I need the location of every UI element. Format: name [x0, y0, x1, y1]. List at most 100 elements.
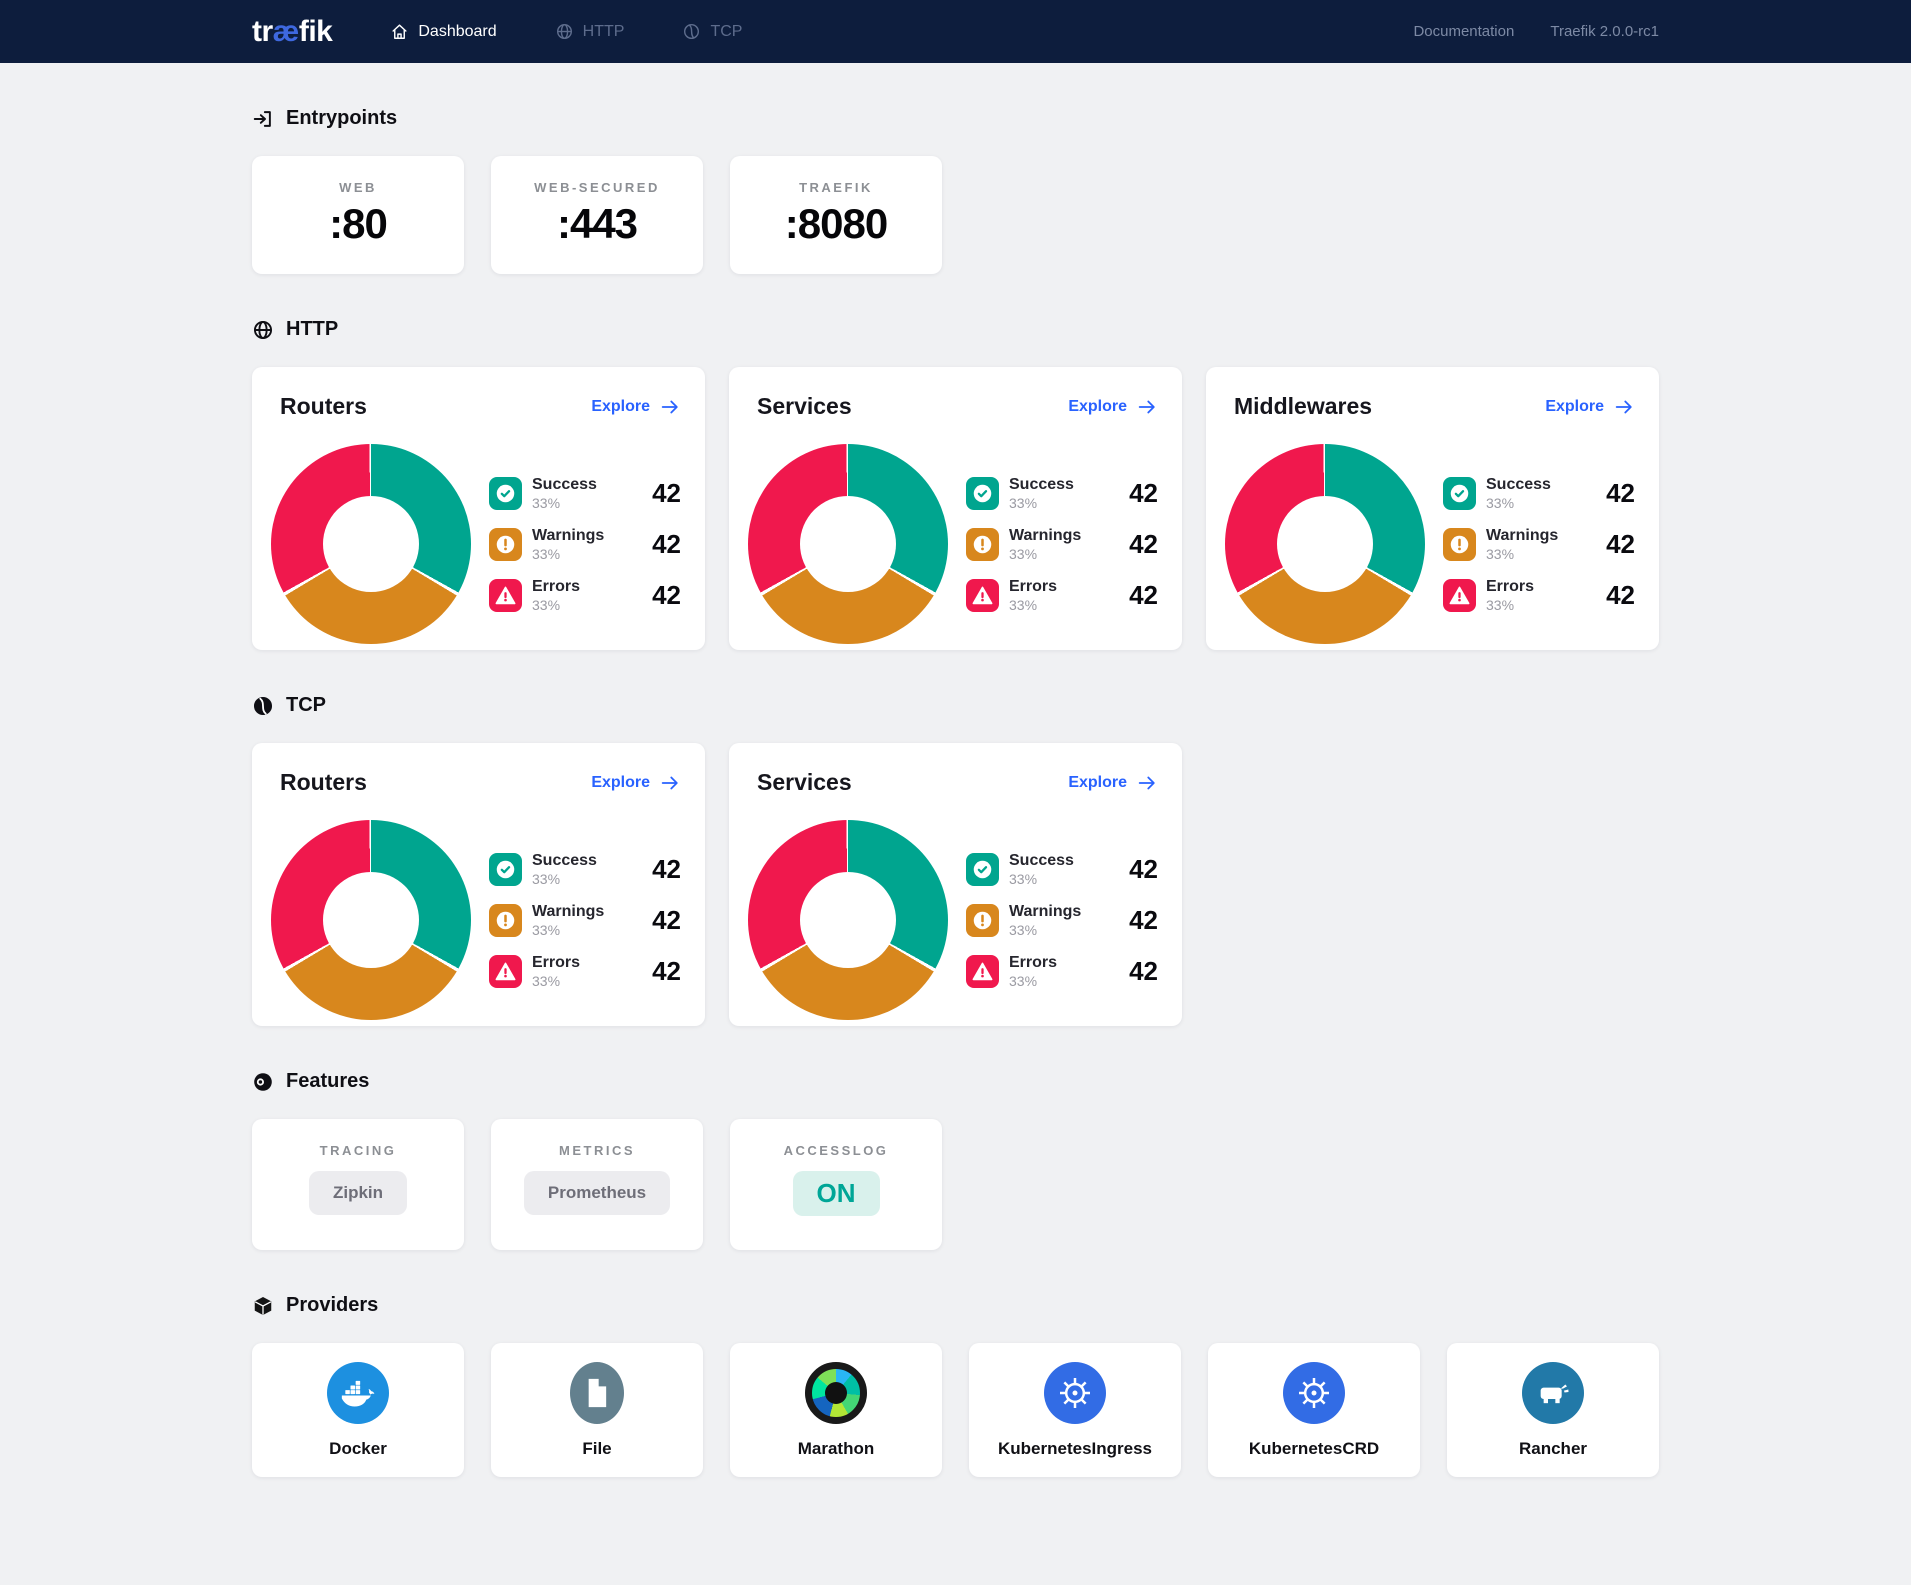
legend-row-warnings: Warnings 33% 42 — [489, 527, 681, 562]
arrow-right-icon — [1138, 776, 1155, 789]
status-donut-chart — [748, 444, 948, 644]
status-donut-chart — [271, 444, 471, 644]
legend-value: 42 — [1606, 528, 1635, 559]
warning-icon — [489, 903, 522, 937]
legend-label: Success — [1009, 851, 1074, 869]
traefik-logo: træfik — [252, 14, 333, 49]
legend-pct: 33% — [532, 494, 561, 511]
section-title: Entrypoints — [286, 107, 398, 129]
legend-value: 42 — [652, 853, 681, 884]
legend-row-errors: Errors 33% 42 — [489, 954, 681, 989]
legend-label: Errors — [532, 953, 581, 971]
legend-label: Errors — [1009, 577, 1058, 595]
tcp-ball-icon — [684, 23, 700, 40]
legend-row-success: Success 33% 42 — [489, 852, 681, 887]
success-icon — [489, 476, 522, 510]
legend-value: 42 — [1606, 477, 1635, 508]
section-features: Features TRACING Zipkin METRICS Promethe… — [252, 1070, 1659, 1250]
error-icon — [489, 578, 522, 612]
home-icon — [392, 24, 407, 39]
logo-text: tr — [252, 14, 273, 48]
legend-value: 42 — [1129, 528, 1158, 559]
docker-icon — [327, 1362, 389, 1424]
explore-link[interactable]: Explore — [1545, 396, 1635, 418]
legend-value: 42 — [652, 955, 681, 986]
features-icon — [254, 1072, 272, 1091]
entrypoint-label: WEB-SECURED — [534, 180, 660, 195]
section-entrypoints: Entrypoints WEB :80 WEB-SECURED :443 TRA… — [252, 107, 1659, 274]
explore-link[interactable]: Explore — [1068, 772, 1158, 794]
nav-item-http[interactable]: HTTP — [555, 22, 625, 41]
provider-card-marathon: Marathon — [730, 1343, 942, 1477]
kubernetes-icon — [1044, 1362, 1106, 1424]
entrypoint-card-web-secured: WEB-SECURED :443 — [491, 156, 703, 274]
legend-row-success: Success 33% 42 — [966, 476, 1158, 511]
globe-icon — [253, 320, 273, 339]
explore-label: Explore — [1068, 397, 1127, 415]
feature-card-accesslog: ACCESSLOG ON — [730, 1119, 942, 1250]
success-icon — [966, 476, 999, 510]
provider-card-docker: Docker — [252, 1343, 464, 1477]
warning-icon — [1443, 527, 1476, 561]
explore-label: Explore — [1068, 773, 1127, 791]
status-donut-chart — [1225, 444, 1425, 644]
explore-link[interactable]: Explore — [591, 396, 681, 418]
legend-pct: 33% — [1009, 545, 1038, 562]
legend-row-success: Success 33% 42 — [489, 476, 681, 511]
feature-label: TRACING — [319, 1143, 397, 1158]
legend-label: Warnings — [1009, 902, 1082, 920]
card-title: Middlewares — [1234, 393, 1373, 419]
error-icon — [1443, 578, 1476, 612]
legend-label: Errors — [532, 577, 581, 595]
provider-card-rancher: Rancher — [1447, 1343, 1659, 1477]
legend-label: Warnings — [532, 526, 605, 544]
provider-card-kubernetes-ingress: KubernetesIngress — [969, 1343, 1181, 1477]
legend-pct: 33% — [532, 921, 561, 938]
legend-row-errors: Errors 33% 42 — [966, 954, 1158, 989]
status-donut-chart — [748, 820, 948, 1020]
warning-icon — [489, 527, 522, 561]
status-donut-chart — [271, 820, 471, 1020]
entrypoint-port: :8080 — [784, 200, 888, 247]
legend-row-warnings: Warnings 33% 42 — [966, 903, 1158, 938]
dashboard-content: Entrypoints WEB :80 WEB-SECURED :443 TRA… — [0, 107, 1659, 1523]
legend-value: 42 — [652, 477, 681, 508]
legend-value: 42 — [1129, 955, 1158, 986]
nav-item-dashboard[interactable]: Dashboard — [390, 22, 497, 41]
section-tcp: TCP Routers Explore Success 33% 42 — [252, 694, 1659, 1026]
provider-card-kubernetes-crd: KubernetesCRD — [1208, 1343, 1420, 1477]
provider-name: Docker — [329, 1439, 387, 1458]
explore-link[interactable]: Explore — [1068, 396, 1158, 418]
section-title: Providers — [286, 1294, 379, 1316]
explore-link[interactable]: Explore — [591, 772, 681, 794]
logo-text-2: fik — [298, 14, 333, 48]
legend-value: 42 — [652, 528, 681, 559]
nav-item-tcp[interactable]: TCP — [682, 22, 742, 41]
card-title: Services — [757, 393, 852, 419]
legend-pct: 33% — [1486, 545, 1515, 562]
legend-value: 42 — [1606, 579, 1635, 610]
provider-name: KubernetesIngress — [998, 1439, 1152, 1458]
error-icon — [489, 954, 522, 988]
explore-label: Explore — [591, 397, 650, 415]
section-title: Features — [286, 1070, 370, 1092]
legend-row-errors: Errors 33% 42 — [1443, 578, 1635, 613]
legend-value: 42 — [1129, 477, 1158, 508]
legend-label: Warnings — [1009, 526, 1082, 544]
legend-value: 42 — [1129, 853, 1158, 884]
provider-name: File — [582, 1439, 612, 1458]
package-icon — [254, 1296, 272, 1315]
legend-value: 42 — [1129, 904, 1158, 935]
error-icon — [966, 578, 999, 612]
legend-row-success: Success 33% 42 — [1443, 476, 1635, 511]
legend-label: Errors — [1009, 953, 1058, 971]
http-routers-card: Routers Explore Success 33% 42 Warnings 3 — [252, 367, 705, 650]
logo-ae: æ — [272, 14, 300, 48]
http-middlewares-card: Middlewares Explore Success 33% 42 Warni — [1206, 367, 1659, 650]
nav-label-http: HTTP — [582, 22, 625, 40]
legend-row-warnings: Warnings 33% 42 — [1443, 527, 1635, 562]
legend-value: 42 — [1129, 579, 1158, 610]
documentation-link[interactable]: Documentation — [1413, 23, 1515, 40]
entrypoint-port: :80 — [329, 200, 388, 247]
arrow-right-icon — [1615, 400, 1632, 413]
